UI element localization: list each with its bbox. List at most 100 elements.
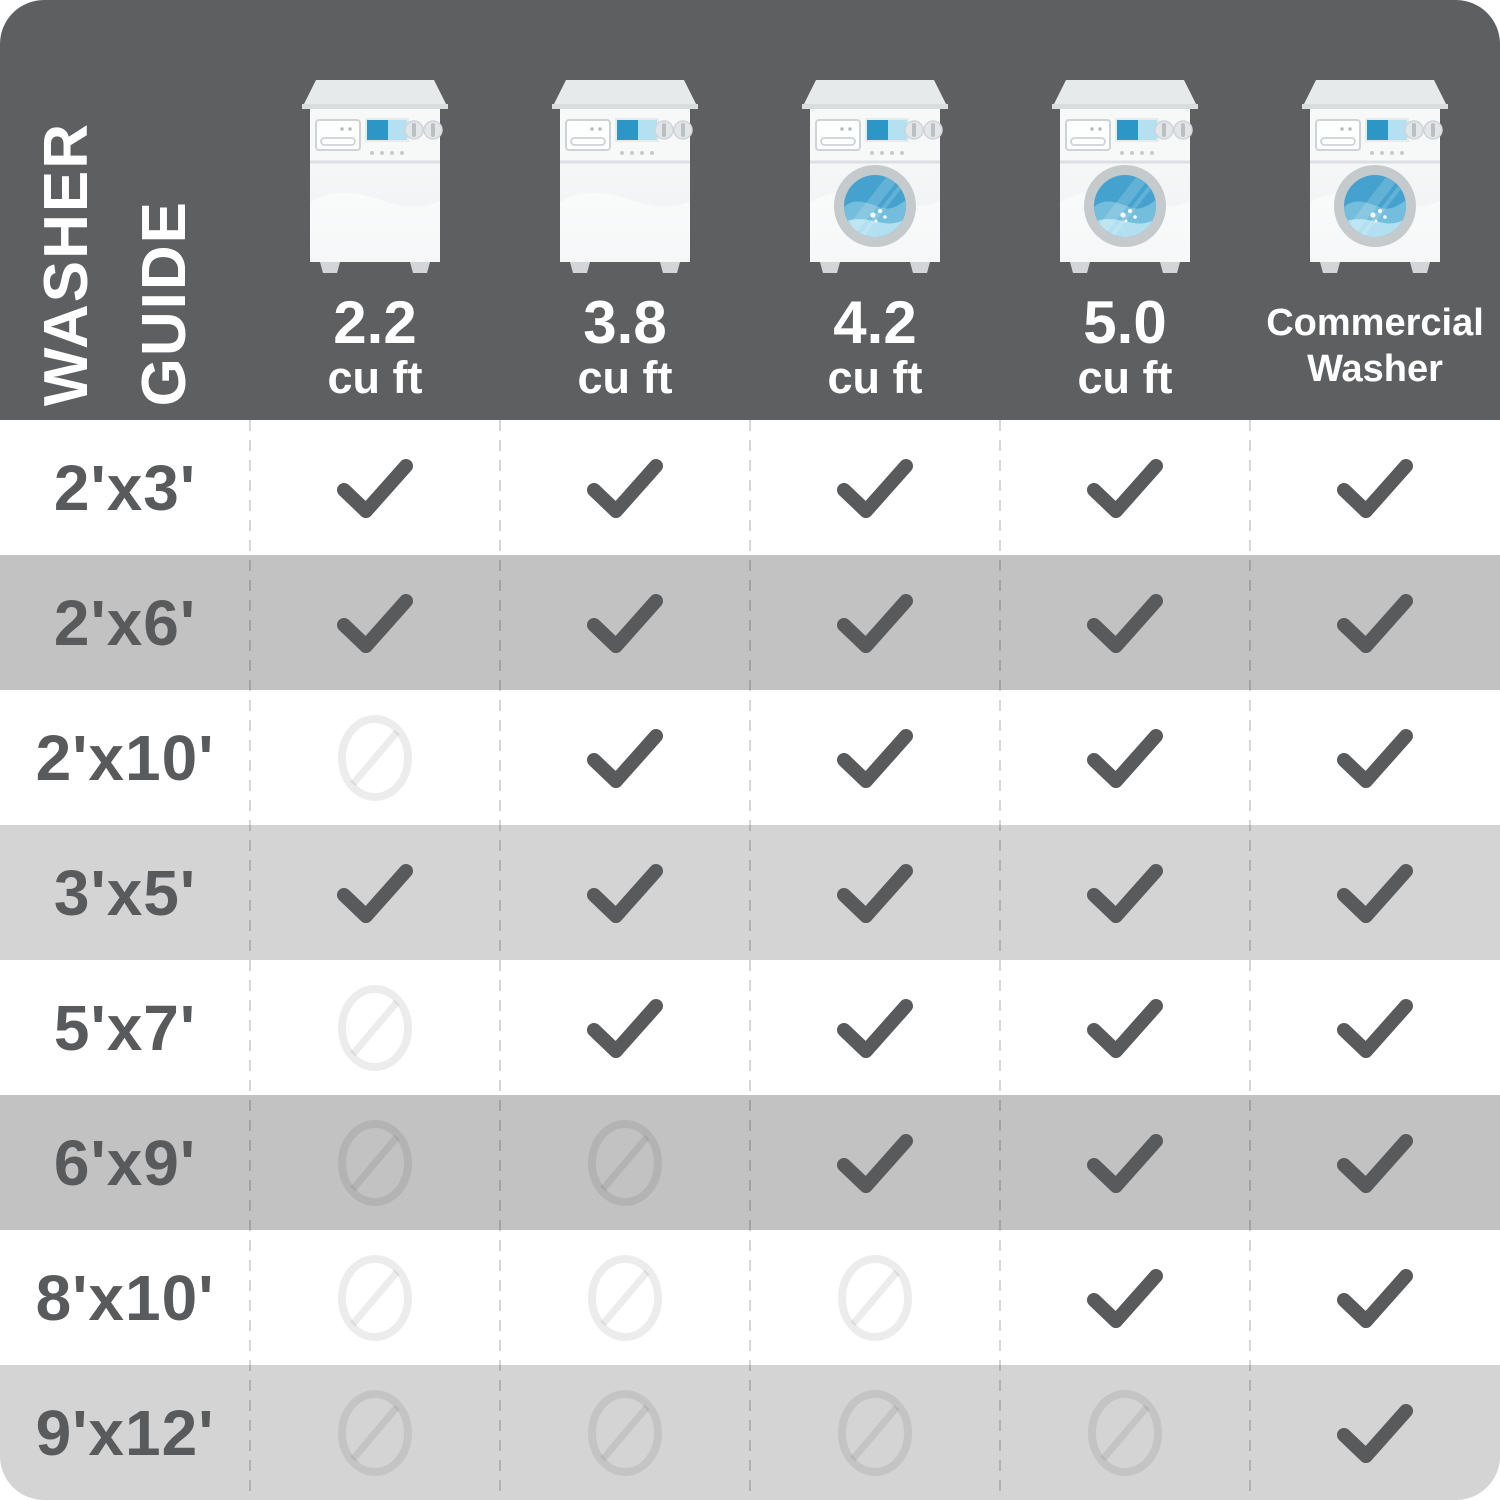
check-icon xyxy=(583,589,667,657)
table-row: 5'x7' xyxy=(0,960,1500,1095)
cell-2x6-5-0 xyxy=(1000,555,1250,690)
column-label-bottom: cu ft xyxy=(827,351,923,403)
column-label-top: 5.0 xyxy=(1083,288,1167,356)
check-icon xyxy=(583,454,667,522)
front-load-washer-icon xyxy=(800,74,950,279)
column-separator xyxy=(749,420,751,1500)
front-load-washer-icon xyxy=(1300,74,1450,279)
table-row: 2'x3' xyxy=(0,420,1500,555)
column-separator xyxy=(249,420,251,1500)
cell-6x9-3-8 xyxy=(500,1095,750,1230)
cell-8x10-5-0 xyxy=(1000,1230,1250,1365)
check-icon xyxy=(1333,1264,1417,1332)
cell-2x10-3-8 xyxy=(500,690,750,825)
top-load-washer-icon xyxy=(550,74,700,279)
column-label-4-2: 4.2 cu ft xyxy=(828,287,923,407)
column-separator xyxy=(999,420,1001,1500)
check-icon xyxy=(1333,1399,1417,1467)
check-icon xyxy=(833,859,917,927)
check-icon xyxy=(1333,454,1417,522)
cell-9x12-4-2 xyxy=(750,1365,1000,1500)
rug-size-label: 9'x12' xyxy=(35,1396,215,1469)
top-load-washer-icon xyxy=(300,74,450,279)
check-icon xyxy=(833,724,917,792)
table-row: 2'x10' xyxy=(0,690,1500,825)
column-label-bottom: Washer xyxy=(1307,348,1443,390)
cell-8x10-3-8 xyxy=(500,1230,750,1365)
column-headers: 2.2 cu ft 3.8 cu ft xyxy=(250,0,1500,420)
check-icon xyxy=(583,859,667,927)
not-allowed-icon xyxy=(585,1387,665,1479)
check-icon xyxy=(1333,994,1417,1062)
table-row: 2'x6' xyxy=(0,555,1500,690)
column-label-bottom: cu ft xyxy=(1077,351,1173,403)
cell-9x12-3-8 xyxy=(500,1365,750,1500)
column-label-commercial: Commercial Washer xyxy=(1266,287,1484,407)
cell-2x10-4-2 xyxy=(750,690,1000,825)
cell-2x6-commercial xyxy=(1250,555,1500,690)
check-icon xyxy=(833,589,917,657)
column-label-top: Commercial xyxy=(1266,302,1484,345)
check-icon xyxy=(1083,589,1167,657)
cell-3x5-4-2 xyxy=(750,825,1000,960)
column-separator xyxy=(1249,420,1251,1500)
column-header-4-2: 4.2 cu ft xyxy=(750,0,1000,420)
column-separator xyxy=(499,420,501,1500)
title-word-washer: WASHER xyxy=(32,121,101,406)
table-row: 8'x10' xyxy=(0,1230,1500,1365)
cell-2x3-commercial xyxy=(1250,420,1500,555)
rug-size-label: 6'x9' xyxy=(53,1126,197,1199)
cell-2x6-4-2 xyxy=(750,555,1000,690)
check-icon xyxy=(1083,859,1167,927)
cell-6x9-commercial xyxy=(1250,1095,1500,1230)
not-allowed-icon xyxy=(585,1117,665,1209)
not-allowed-icon xyxy=(335,982,415,1074)
not-allowed-icon xyxy=(335,712,415,804)
not-allowed-icon xyxy=(335,1387,415,1479)
not-allowed-icon xyxy=(335,1117,415,1209)
column-label-bottom: cu ft xyxy=(577,351,673,403)
cell-5x7-2-2 xyxy=(250,960,500,1095)
column-label-top: 4.2 xyxy=(833,288,917,356)
column-label-5-0: 5.0 cu ft xyxy=(1078,287,1173,407)
not-allowed-icon xyxy=(835,1387,915,1479)
front-load-washer-icon xyxy=(1050,74,1200,279)
table-row: 3'x5' xyxy=(0,825,1500,960)
cell-2x6-2-2 xyxy=(250,555,500,690)
check-icon xyxy=(833,1129,917,1197)
rug-size-label: 3'x5' xyxy=(53,856,197,929)
rug-size-label: 8'x10' xyxy=(35,1261,215,1334)
check-icon xyxy=(333,454,417,522)
check-icon xyxy=(833,994,917,1062)
cell-2x10-2-2 xyxy=(250,690,500,825)
title-word-guide: GUIDE xyxy=(130,199,199,406)
rug-size-label: 2'x6' xyxy=(53,586,197,659)
cell-9x12-commercial xyxy=(1250,1365,1500,1500)
check-icon xyxy=(583,994,667,1062)
column-label-3-8: 3.8 cu ft xyxy=(578,287,673,407)
column-header-commercial: Commercial Washer xyxy=(1250,0,1500,420)
check-icon xyxy=(1083,724,1167,792)
column-header-3-8: 3.8 cu ft xyxy=(500,0,750,420)
column-header-2-2: 2.2 cu ft xyxy=(250,0,500,420)
cell-2x3-3-8 xyxy=(500,420,750,555)
check-icon xyxy=(1083,1129,1167,1197)
check-icon xyxy=(833,454,917,522)
check-icon xyxy=(1333,724,1417,792)
cell-8x10-4-2 xyxy=(750,1230,1000,1365)
cell-3x5-5-0 xyxy=(1000,825,1250,960)
cell-2x3-2-2 xyxy=(250,420,500,555)
cell-3x5-commercial xyxy=(1250,825,1500,960)
cell-2x10-commercial xyxy=(1250,690,1500,825)
page-title: WASHER GUIDE xyxy=(32,14,199,406)
cell-3x5-3-8 xyxy=(500,825,750,960)
cell-2x3-5-0 xyxy=(1000,420,1250,555)
cell-8x10-2-2 xyxy=(250,1230,500,1365)
rug-size-label: 2'x3' xyxy=(53,451,197,524)
cell-2x3-4-2 xyxy=(750,420,1000,555)
check-icon xyxy=(1333,1129,1417,1197)
check-icon xyxy=(583,724,667,792)
cell-6x9-2-2 xyxy=(250,1095,500,1230)
cell-9x12-2-2 xyxy=(250,1365,500,1500)
